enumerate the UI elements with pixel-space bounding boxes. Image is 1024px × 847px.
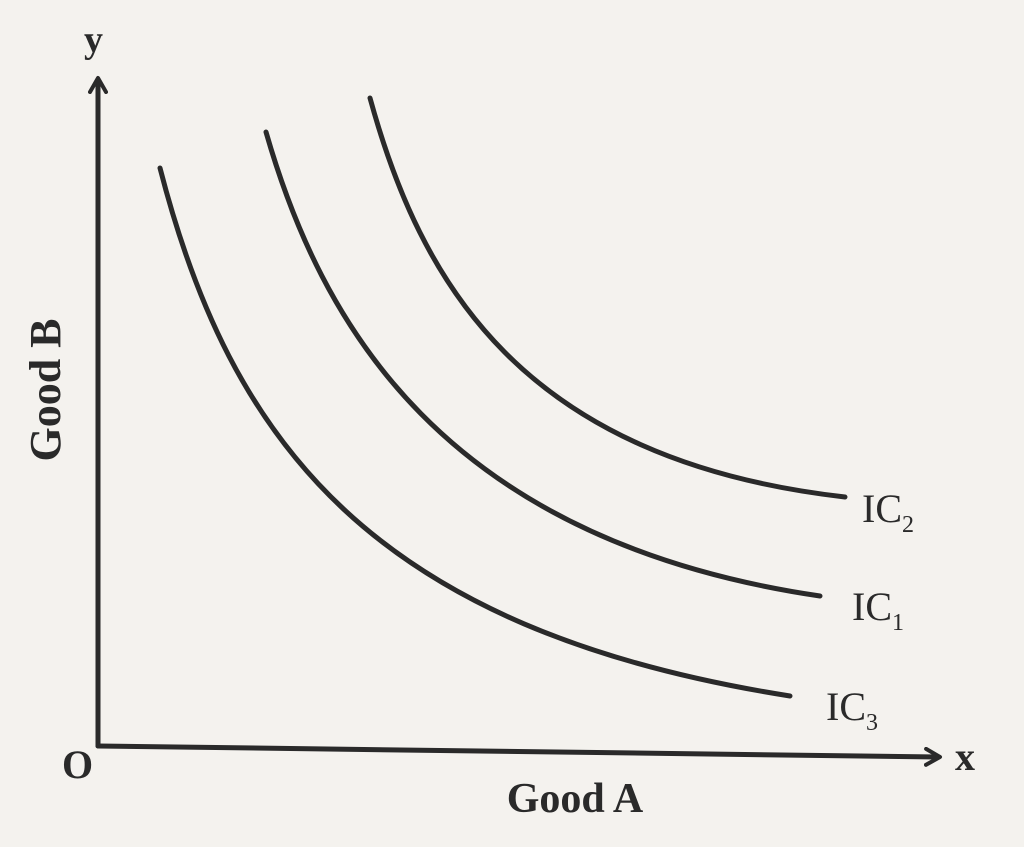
curve-ic2 bbox=[367, 95, 848, 500]
curve-label-ic3-base: IC bbox=[826, 684, 866, 729]
origin-label: O bbox=[62, 742, 93, 787]
curve-label-ic3: IC3 bbox=[826, 684, 878, 736]
curve-label-ic2-base: IC bbox=[862, 486, 902, 531]
x-axis-line bbox=[95, 743, 942, 767]
x-axis-title: Good A bbox=[507, 776, 644, 822]
curve-label-ic2-sub: 2 bbox=[902, 512, 914, 538]
curve-label-ic2: IC2 bbox=[862, 486, 914, 538]
curve-ic1 bbox=[263, 129, 823, 599]
curve-ic3 bbox=[157, 165, 793, 699]
y-axis-letter: y bbox=[84, 19, 103, 61]
curve-label-ic3-sub: 3 bbox=[866, 710, 878, 736]
x-axis-letter: x bbox=[955, 734, 975, 779]
y-axis-title: Good B bbox=[21, 318, 70, 461]
curve-label-ic1-sub: 1 bbox=[892, 610, 904, 636]
curve-label-ic1-base: IC bbox=[852, 584, 892, 629]
curve-label-ic1: IC1 bbox=[852, 584, 904, 636]
